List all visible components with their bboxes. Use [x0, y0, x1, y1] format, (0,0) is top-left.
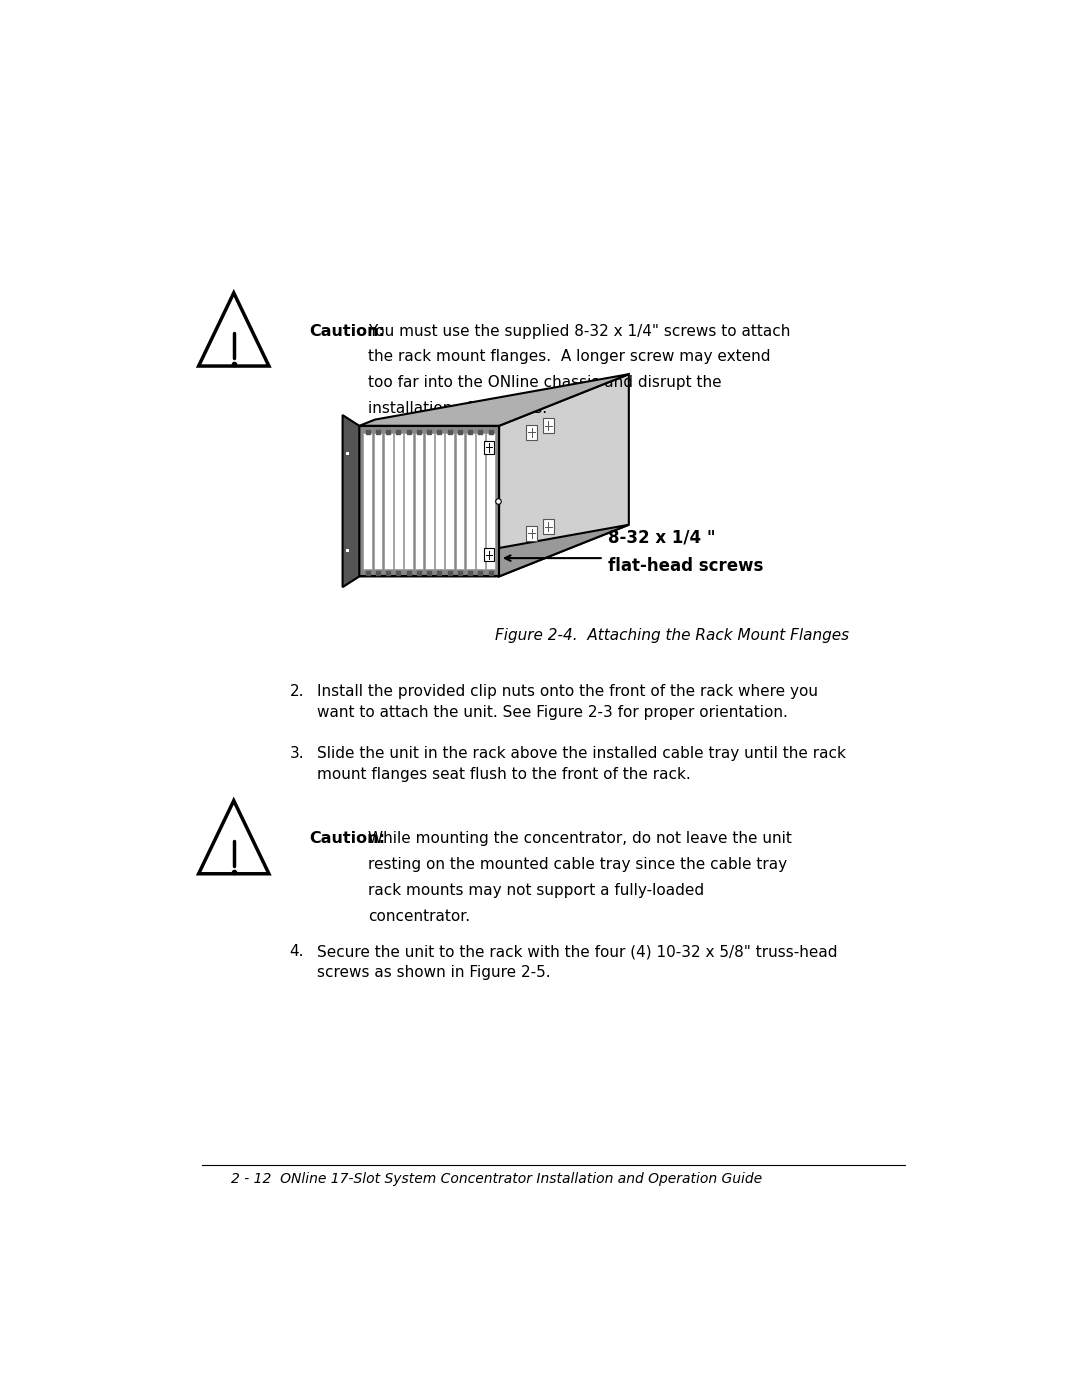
Bar [484, 441, 494, 454]
Bar [526, 525, 538, 541]
Text: 4.: 4. [289, 944, 305, 960]
Text: 2 - 12  ONline 17-Slot System Concentrator Installation and Operation Guide: 2 - 12 ONline 17-Slot System Concentrato… [231, 1172, 762, 1186]
Bar [476, 433, 485, 569]
Text: Slide the unit in the rack above the installed cable tray until the rack
mount f: Slide the unit in the rack above the ins… [318, 746, 847, 782]
Bar [383, 433, 393, 569]
Polygon shape [360, 374, 629, 426]
Bar [415, 433, 423, 569]
Text: 2.: 2. [289, 685, 305, 698]
Bar [360, 426, 499, 577]
Bar [456, 433, 464, 569]
Text: While mounting the concentrator, do not leave the unit: While mounting the concentrator, do not … [367, 831, 792, 847]
Text: You must use the supplied 8-32 x 1/4" screws to attach: You must use the supplied 8-32 x 1/4" sc… [367, 324, 791, 338]
Bar [374, 433, 382, 569]
Bar [465, 433, 474, 569]
Text: Caution:: Caution: [309, 831, 386, 847]
Polygon shape [199, 293, 269, 366]
Bar [364, 433, 373, 569]
Text: Install the provided clip nuts onto the front of the rack where you
want to atta: Install the provided clip nuts onto the … [318, 685, 819, 719]
Polygon shape [499, 374, 629, 577]
Text: installation of modules.: installation of modules. [367, 401, 546, 416]
Text: flat-head screws: flat-head screws [608, 557, 764, 576]
Bar [486, 433, 495, 569]
Bar [394, 433, 403, 569]
Bar [435, 433, 444, 569]
Bar [445, 433, 454, 569]
Text: 8-32 x 1/4 ": 8-32 x 1/4 " [608, 528, 716, 546]
Bar [484, 549, 494, 562]
Text: Secure the unit to the rack with the four (4) 10-32 x 5/8" truss-head
screws as : Secure the unit to the rack with the fou… [318, 944, 838, 981]
Polygon shape [342, 415, 360, 587]
Text: resting on the mounted cable tray since the cable tray: resting on the mounted cable tray since … [367, 858, 787, 872]
Bar [542, 418, 554, 433]
Polygon shape [360, 525, 629, 577]
Text: too far into the ONline chassis and disrupt the: too far into the ONline chassis and disr… [367, 376, 721, 390]
Text: concentrator.: concentrator. [367, 909, 470, 923]
Text: 3.: 3. [289, 746, 305, 761]
Text: Figure 2-4.  Attaching the Rack Mount Flanges: Figure 2-4. Attaching the Rack Mount Fla… [495, 629, 849, 643]
Text: Caution:: Caution: [309, 324, 386, 338]
Bar [526, 425, 538, 440]
Text: rack mounts may not support a fully-loaded: rack mounts may not support a fully-load… [367, 883, 704, 898]
Bar [404, 433, 413, 569]
Bar [424, 433, 433, 569]
Polygon shape [199, 800, 269, 873]
Bar [542, 520, 554, 534]
Text: the rack mount flanges.  A longer screw may extend: the rack mount flanges. A longer screw m… [367, 349, 770, 365]
